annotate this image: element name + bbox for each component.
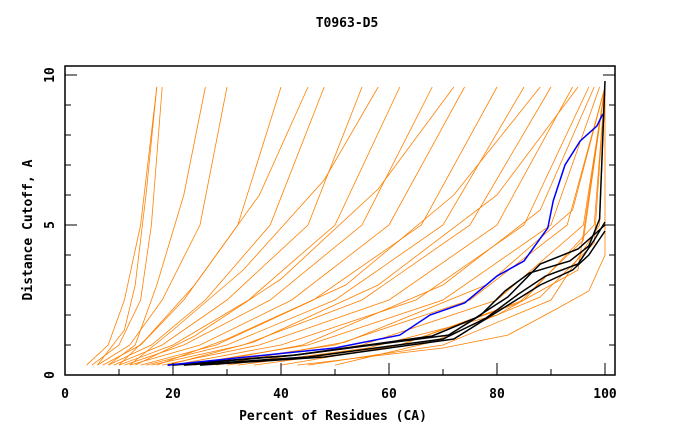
x-tick-label: 20	[165, 387, 181, 402]
y-tick-label: 10	[43, 67, 58, 83]
y-tick-label: 5	[43, 221, 58, 229]
orange-curve-31	[334, 86, 606, 366]
orange-curve-26	[167, 86, 579, 366]
y-tick-label: 0	[43, 371, 58, 379]
orange-curve-0	[86, 86, 158, 366]
x-tick-label: 0	[61, 387, 69, 402]
black-curve-2	[199, 230, 606, 366]
y-axis-label: Distance Cutoff, A	[21, 159, 36, 300]
x-tick-label: 60	[381, 387, 397, 402]
orange-curve-13	[172, 86, 590, 366]
black-curve-3	[172, 224, 606, 366]
black-curve-0	[167, 80, 606, 366]
x-tick-label: 40	[273, 387, 289, 402]
orange-curve-29	[280, 86, 606, 366]
orange-curve-27	[194, 86, 595, 366]
plot-frame	[64, 65, 616, 376]
orange-curve-2	[97, 86, 228, 366]
black-curve-1	[183, 221, 606, 366]
curves-group	[86, 80, 606, 366]
orange-curve-10	[145, 86, 525, 366]
orange-curve-21	[107, 86, 206, 366]
orange-curve-19	[297, 87, 606, 366]
chart-title: T0963-D5	[316, 16, 379, 31]
y-tick-labels: 0 5 10	[43, 67, 58, 379]
orange-curve-22	[118, 86, 309, 366]
orange-curve-3	[102, 86, 282, 366]
orange-curve-11	[151, 86, 552, 366]
orange-curve-25	[156, 86, 541, 366]
x-tick-label: 100	[593, 387, 617, 402]
x-tick-labels: 0 20 40 60 80 100	[61, 387, 617, 402]
blue-curve-0	[167, 113, 604, 366]
orange-curve-4	[108, 86, 325, 366]
orange-curve-9	[140, 86, 498, 366]
orange-curve-8	[129, 86, 465, 366]
orange-curve-24	[135, 86, 455, 366]
x-axis-label: Percent of Residues (CA)	[239, 409, 427, 424]
orange-curve-20	[97, 86, 158, 366]
orange-curve-1	[91, 86, 163, 366]
x-tick-label: 80	[489, 387, 505, 402]
orange-curve-12	[162, 86, 573, 366]
axis-ticks	[64, 74, 615, 376]
orange-curve-23	[129, 86, 379, 366]
